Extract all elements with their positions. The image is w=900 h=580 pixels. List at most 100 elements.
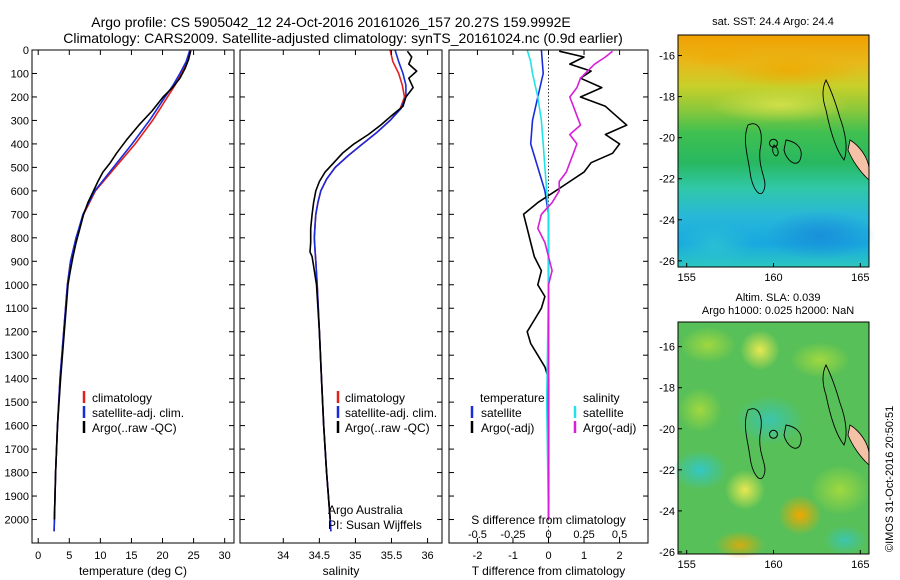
sla-xtick-label-1: 160 (764, 559, 782, 571)
sal-series-2 (309, 50, 418, 520)
diff-legend-temp-satellite: satellite (481, 406, 522, 420)
diff-xtick-label-3: 1 (581, 550, 587, 562)
sla-xtick-label-0: 155 (678, 559, 696, 571)
temp-xtick-label-3: 15 (125, 550, 137, 562)
depth-tick-label-5: 500 (11, 162, 29, 174)
salinity-difference-axis-label: S difference from climatology (471, 513, 626, 527)
depth-tick-label-2: 200 (11, 92, 29, 104)
temp-legend-climatology: climatology (92, 391, 152, 405)
figure-title-line1: Argo profile: CS 5905042_12 24-Oct-2016 … (91, 14, 571, 30)
salinity-difference-tick-1: -0.25 (500, 529, 525, 541)
sal-x-axis-label: salinity (323, 564, 360, 578)
depth-tick-label-11: 1100 (5, 303, 29, 315)
sla-ytick-label-4: -24 (659, 506, 675, 518)
sal-legend-satellite: satellite-adj. clim. (345, 406, 437, 420)
sla-map-axes: 155 160 165 -16 -18 -20 -22 -24 -26 (659, 342, 869, 571)
depth-tick-label-0: 0 (23, 45, 29, 57)
sal-axes-frame (239, 49, 443, 544)
sla-map-subtitle: Argo h1000: 0.025 h2000: NaN (702, 305, 854, 317)
figure-title-line2: Climatology: CARS2009. Satellite-adjuste… (63, 30, 623, 46)
diff-xtick-label-0: -2 (473, 550, 483, 562)
diff-series-3 (536, 50, 614, 520)
diff-xtick-label-1: -1 (508, 550, 518, 562)
pi-note: PI: Susan Wijffels (328, 518, 422, 532)
diff-legend-sal-satellite: satellite (583, 406, 624, 420)
depth-tick-label-18: 1800 (5, 468, 29, 480)
depth-tick-label-15: 1500 (5, 397, 29, 409)
sal-xtick-label-3: 35.5 (381, 550, 402, 562)
sst-ytick-label-1: -18 (659, 92, 675, 104)
depth-tick-label-13: 1300 (5, 350, 29, 362)
depth-tick-label-19: 1900 (5, 491, 29, 503)
sst-ytick-label-0: -16 (659, 51, 675, 63)
sla-ytick-label-0: -16 (659, 342, 675, 354)
depth-tick-label-16: 1600 (5, 421, 29, 433)
sal-legend-argo: Argo(..raw -QC) (345, 421, 430, 435)
sal-xtick-label-2: 35 (349, 550, 361, 562)
salinity-difference-tick-4: 0.5 (612, 529, 627, 541)
sst-ytick-label-2: -20 (659, 133, 675, 145)
diff-xtick-label-2: 0 (545, 550, 551, 562)
sal-plot-area (240, 50, 442, 543)
temp-legend-satellite: satellite-adj. clim. (92, 406, 184, 420)
sst-xtick-label-2: 165 (851, 272, 869, 284)
temperature-panel: 0 5 10 15 20 25 300100200300400500600700800900… (5, 45, 235, 578)
sla-xtick-label-2: 165 (851, 559, 869, 571)
diff-xtick-label-4: 2 (617, 550, 623, 562)
sst-argo-position-marker (768, 138, 778, 148)
salinity-difference-tick-0: -0.5 (468, 529, 487, 541)
depth-tick-label-4: 400 (11, 139, 29, 151)
depth-tick-label-3: 300 (11, 115, 29, 127)
diff-legend-title-salinity: salinity (583, 391, 620, 405)
depth-tick-label-12: 1200 (5, 327, 29, 339)
sst-coastline (745, 78, 847, 195)
sal-xtick-label-1: 34.5 (309, 550, 330, 562)
sla-ytick-label-3: -22 (659, 465, 675, 477)
temp-xtick-label-2: 10 (94, 550, 106, 562)
temp-xtick-label-6: 30 (219, 550, 231, 562)
sal-legend-climatology: climatology (345, 391, 405, 405)
sst-xtick-label-0: 155 (678, 272, 696, 284)
temperature-legend: climatology satellite-adj. clim. Argo(..… (82, 391, 184, 435)
temp-series-2 (53, 51, 192, 520)
depth-tick-label-20: 2000 (5, 515, 29, 527)
sst-map-title: sat. SST: 24.4 Argo: 24.4 (712, 16, 834, 28)
diff-legend-temp-argo: Argo(-adj) (481, 421, 534, 435)
sal-xtick-label-4: 36 (421, 550, 433, 562)
depth-tick-label-10: 1000 (5, 280, 29, 292)
sla-argo-position-marker (768, 429, 778, 439)
depth-tick-label-1: 100 (11, 68, 29, 80)
temp-xtick-label-1: 5 (66, 550, 72, 562)
sst-ytick-label-5: -26 (659, 256, 675, 268)
temp-legend-argo: Argo(..raw -QC) (92, 421, 177, 435)
difference-legend: temperature salinity satellite Argo(-adj… (470, 391, 636, 435)
temp-axes-frame (31, 49, 235, 544)
sst-map (675, 34, 875, 268)
temp-plot-area (32, 50, 234, 543)
temp-xtick-label-0: 0 (35, 550, 41, 562)
sla-ytick-label-5: -26 (659, 547, 675, 559)
diff-x-axis-label: T difference from climatology (472, 564, 626, 578)
diff-legend-title-temperature: temperature (480, 391, 545, 405)
sla-coastline (745, 363, 847, 480)
temp-x-axis-label: temperature (deg C) (79, 564, 187, 578)
diff-series-1 (522, 50, 628, 520)
sal-xtick-label-0: 34 (277, 550, 289, 562)
argo-australia-note: Argo Australia (328, 503, 403, 517)
sla-map (672, 321, 870, 559)
depth-tick-label-6: 600 (11, 186, 29, 198)
sst-ytick-label-4: -24 (659, 215, 675, 227)
depth-tick-label-7: 700 (11, 209, 29, 221)
temp-xtick-label-4: 20 (156, 550, 168, 562)
sla-map-title: Altim. SLA: 0.039 (736, 292, 821, 304)
salinity-difference-tick-3: 0.25 (573, 529, 594, 541)
imos-credit: ©IMOS 31-Oct-2016 20:50:51 (884, 406, 896, 552)
sla-ytick-label-1: -18 (659, 383, 675, 395)
depth-tick-label-14: 1400 (5, 374, 29, 386)
depth-tick-label-9: 900 (11, 256, 29, 268)
salinity-panel: 34 34.5 35 35.5 36 salinity (239, 49, 443, 578)
sst-ytick-label-3: -22 (659, 174, 675, 186)
depth-tick-label-17: 1700 (5, 444, 29, 456)
difference-panel: -2 -1 0 1 2 T difference from climatology S di… (448, 49, 649, 578)
